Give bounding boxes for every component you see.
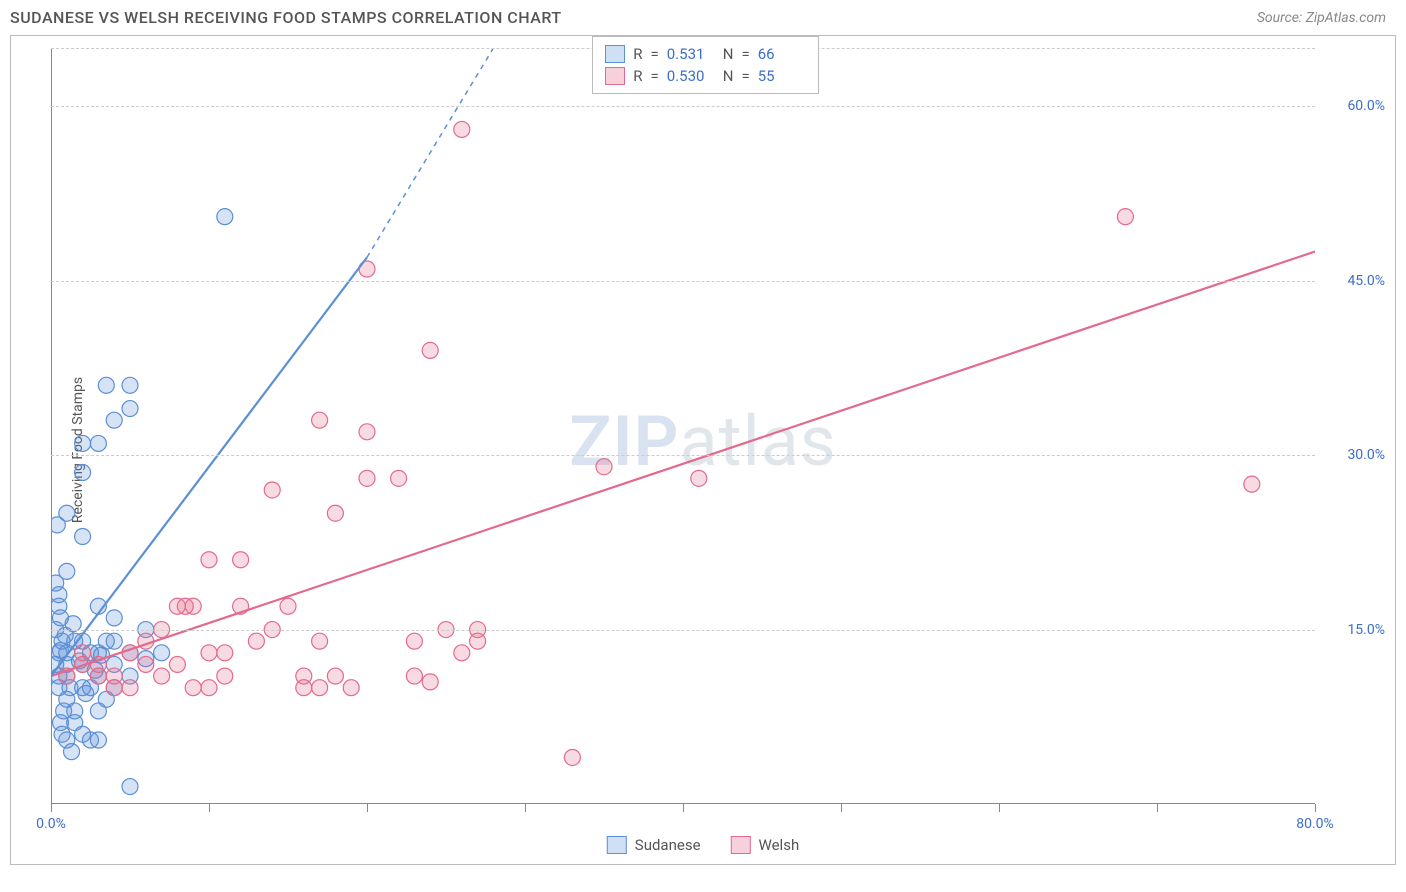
legend-N-label: N bbox=[723, 45, 734, 63]
legend-item-sudanese: Sudanese bbox=[607, 836, 701, 854]
correlation-legend: R = 0.531 N = 66 R = 0.530 N = 55 bbox=[592, 36, 818, 94]
source-label: Source: ZipAtlas.com bbox=[1257, 10, 1386, 26]
x-tick-label: 80.0% bbox=[1296, 816, 1334, 832]
chart-container: Receiving Food Stamps ZIPatlas 15.0%30.0… bbox=[10, 35, 1396, 865]
swatch-welsh-2 bbox=[731, 836, 751, 854]
plot-area: 15.0%30.0%45.0%60.0%0.0%80.0% bbox=[51, 48, 1315, 804]
y-tick-label: 30.0% bbox=[1347, 447, 1385, 463]
legend-eq-3: = bbox=[651, 67, 659, 85]
legend-eq-2: = bbox=[741, 45, 749, 63]
legend-N-welsh: 55 bbox=[758, 67, 806, 85]
legend-label-welsh: Welsh bbox=[759, 836, 800, 854]
legend-R-welsh: 0.530 bbox=[667, 67, 715, 85]
legend-R-label-2: R bbox=[633, 67, 642, 85]
legend-eq: = bbox=[651, 45, 659, 63]
y-tick-label: 60.0% bbox=[1347, 98, 1385, 114]
legend-N-label-2: N bbox=[723, 67, 734, 85]
y-tick-label: 45.0% bbox=[1347, 273, 1385, 289]
legend-label-sudanese: Sudanese bbox=[635, 836, 701, 854]
swatch-welsh bbox=[605, 67, 625, 85]
legend-row-sudanese: R = 0.531 N = 66 bbox=[605, 43, 805, 65]
chart-title: SUDANESE VS WELSH RECEIVING FOOD STAMPS … bbox=[10, 8, 562, 27]
series-legend: Sudanese Welsh bbox=[607, 836, 799, 854]
swatch-sudanese bbox=[605, 45, 625, 63]
legend-eq-4: = bbox=[741, 67, 749, 85]
legend-R-label: R bbox=[633, 45, 642, 63]
plot-svg bbox=[51, 48, 1315, 804]
swatch-sudanese-2 bbox=[607, 836, 627, 854]
legend-row-welsh: R = 0.530 N = 55 bbox=[605, 65, 805, 87]
legend-item-welsh: Welsh bbox=[731, 836, 800, 854]
y-tick-label: 15.0% bbox=[1347, 622, 1385, 638]
legend-R-sudanese: 0.531 bbox=[667, 45, 715, 63]
x-tick-label: 0.0% bbox=[36, 816, 66, 832]
legend-N-sudanese: 66 bbox=[758, 45, 806, 63]
